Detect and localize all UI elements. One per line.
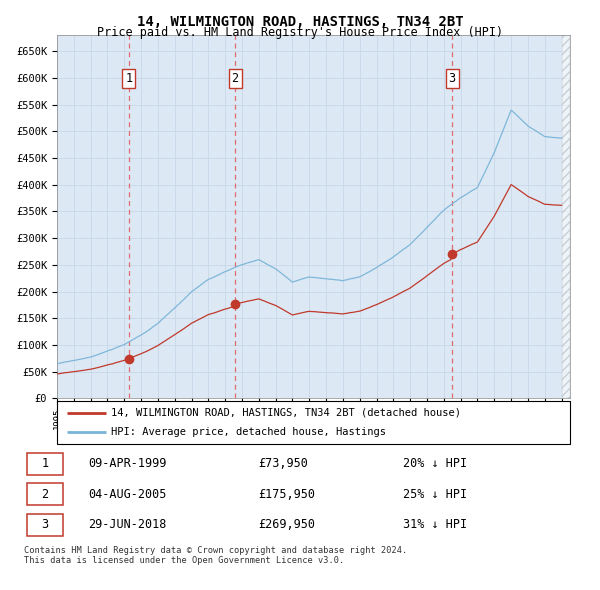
Text: 1: 1 bbox=[41, 457, 49, 470]
Text: 2: 2 bbox=[232, 71, 239, 84]
FancyBboxPatch shape bbox=[27, 453, 63, 474]
Text: HPI: Average price, detached house, Hastings: HPI: Average price, detached house, Hast… bbox=[111, 427, 386, 437]
Text: £175,950: £175,950 bbox=[259, 487, 316, 501]
Bar bbox=[562, 35, 570, 398]
Text: 20% ↓ HPI: 20% ↓ HPI bbox=[403, 457, 467, 470]
Text: 25% ↓ HPI: 25% ↓ HPI bbox=[403, 487, 467, 501]
Text: 29-JUN-2018: 29-JUN-2018 bbox=[88, 518, 167, 531]
FancyBboxPatch shape bbox=[27, 514, 63, 536]
Text: 31% ↓ HPI: 31% ↓ HPI bbox=[403, 518, 467, 531]
Text: 3: 3 bbox=[41, 518, 49, 531]
Text: 2: 2 bbox=[41, 487, 49, 501]
Text: 1: 1 bbox=[125, 71, 133, 84]
Text: 04-AUG-2005: 04-AUG-2005 bbox=[88, 487, 167, 501]
Text: Contains HM Land Registry data © Crown copyright and database right 2024.
This d: Contains HM Land Registry data © Crown c… bbox=[24, 546, 407, 565]
Text: £269,950: £269,950 bbox=[259, 518, 316, 531]
FancyBboxPatch shape bbox=[57, 401, 570, 444]
Text: 3: 3 bbox=[449, 71, 455, 84]
Text: Price paid vs. HM Land Registry's House Price Index (HPI): Price paid vs. HM Land Registry's House … bbox=[97, 26, 503, 39]
Text: 14, WILMINGTON ROAD, HASTINGS, TN34 2BT: 14, WILMINGTON ROAD, HASTINGS, TN34 2BT bbox=[137, 15, 463, 29]
Text: £73,950: £73,950 bbox=[259, 457, 308, 470]
FancyBboxPatch shape bbox=[27, 483, 63, 505]
Text: 09-APR-1999: 09-APR-1999 bbox=[88, 457, 167, 470]
Text: 14, WILMINGTON ROAD, HASTINGS, TN34 2BT (detached house): 14, WILMINGTON ROAD, HASTINGS, TN34 2BT … bbox=[111, 408, 461, 418]
